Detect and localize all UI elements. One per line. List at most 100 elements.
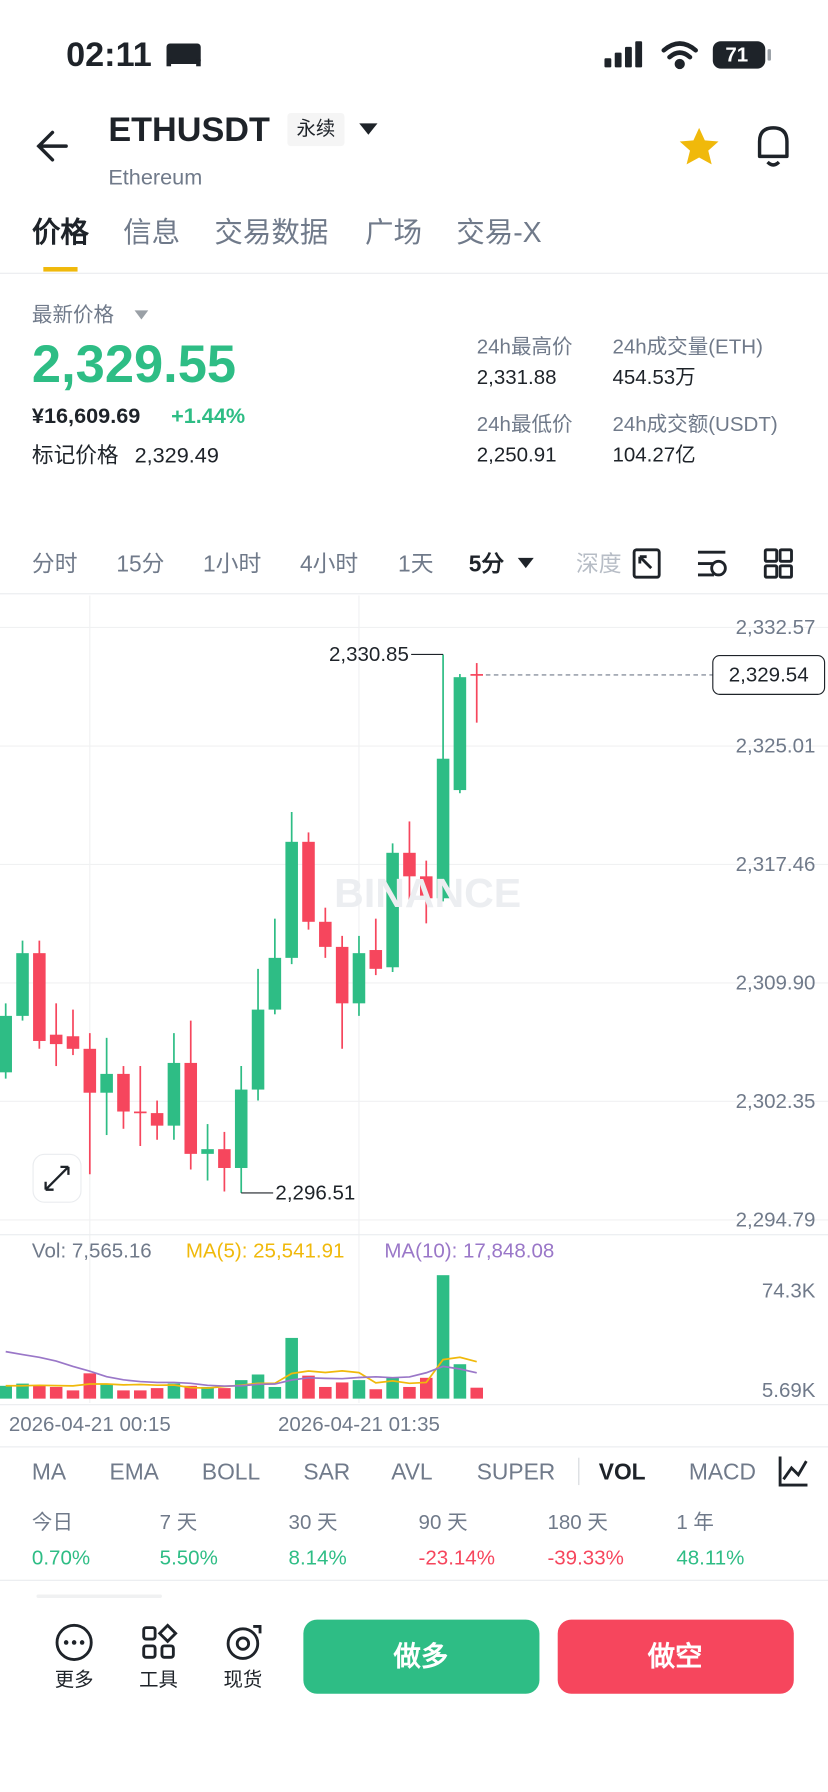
price-dropdown[interactable] — [134, 310, 149, 320]
alert-bell[interactable] — [757, 126, 789, 167]
back-button[interactable] — [36, 130, 68, 162]
tab[interactable]: 价格 — [32, 217, 90, 249]
indicator[interactable]: EMA — [109, 1458, 159, 1484]
interval-dropdown[interactable] — [517, 557, 534, 569]
indicator[interactable]: MA — [32, 1458, 67, 1484]
tab[interactable]: 信息 — [123, 217, 180, 249]
layout-icon[interactable] — [763, 548, 793, 579]
indicator[interactable]: AVL — [391, 1458, 432, 1484]
indicator[interactable]: SAR — [303, 1458, 350, 1484]
interval[interactable]: 深度 — [576, 551, 622, 577]
volume-bar — [285, 1337, 298, 1399]
indicator-settings[interactable] — [778, 1456, 808, 1487]
volume-bar — [33, 1385, 46, 1399]
period-change: 8.14% — [289, 1547, 347, 1570]
action-label[interactable]: 现货 — [224, 1669, 263, 1691]
candle-body — [319, 921, 332, 947]
interval[interactable]: 15分 — [116, 551, 164, 577]
more-icon[interactable] — [55, 1623, 93, 1661]
period-label: 1 年 — [676, 1511, 714, 1534]
stat-value: 2,331.88 — [477, 366, 557, 389]
divider — [0, 1579, 828, 1581]
volume-bar — [319, 1386, 332, 1399]
volume-bar — [49, 1386, 63, 1399]
period-change: 0.70% — [32, 1547, 90, 1570]
spot-icon[interactable] — [226, 1625, 262, 1660]
tab[interactable]: 广场 — [365, 217, 422, 249]
annotation-label: 2,330.85 — [329, 643, 409, 666]
watermark: BINANCE — [334, 870, 521, 916]
action-label[interactable]: 更多 — [55, 1669, 94, 1691]
volume-bar — [335, 1382, 349, 1399]
indicator[interactable]: SUPER — [477, 1458, 556, 1484]
stat-value: 454.53万 — [612, 366, 695, 389]
symbol-dropdown[interactable] — [359, 123, 378, 135]
long-label[interactable]: 做多 — [392, 1641, 448, 1672]
y-tick-label: 2,332.57 — [736, 616, 816, 639]
stat-label: 24h成交量(ETH) — [612, 335, 762, 358]
interval[interactable]: 分时 — [32, 551, 78, 577]
tab[interactable]: 交易数据 — [214, 217, 328, 249]
interval[interactable]: 1天 — [398, 551, 434, 577]
sleep-icon — [166, 43, 201, 67]
price-change: +1.44% — [171, 403, 245, 428]
candle-body — [134, 1111, 147, 1114]
indicator[interactable]: BOLL — [202, 1458, 260, 1484]
volume-bar — [436, 1275, 450, 1399]
interval[interactable]: 1小时 — [203, 551, 261, 577]
separator — [578, 1457, 580, 1486]
period-label: 30 天 — [289, 1511, 338, 1534]
candle-body — [150, 1113, 164, 1126]
divider — [0, 272, 828, 274]
interval[interactable]: 4小时 — [300, 551, 358, 577]
indicator[interactable]: MACD — [689, 1458, 756, 1484]
divider — [0, 1234, 828, 1236]
x-tick-label: 2026-04-21 01:35 — [278, 1413, 440, 1436]
battery — [712, 41, 766, 69]
candle-body — [83, 1048, 97, 1093]
candle-body — [419, 876, 433, 899]
stat-value: 2,250.91 — [477, 444, 557, 467]
x-tick-label: 2026-04-21 00:15 — [9, 1413, 171, 1436]
volume-bar — [352, 1380, 366, 1399]
annotation-label: 2,296.51 — [275, 1181, 355, 1204]
candle-body — [184, 1062, 198, 1154]
volume-tick-label: 74.3K — [762, 1280, 816, 1303]
action-label[interactable]: 工具 — [139, 1669, 178, 1691]
volume-bar — [117, 1390, 130, 1399]
candle-body — [234, 1089, 248, 1168]
period-change: -23.14% — [419, 1547, 495, 1570]
last-price: 2,329.55 — [32, 336, 236, 394]
volume-bar — [268, 1386, 282, 1399]
volume-bar — [134, 1390, 147, 1399]
divider — [0, 1446, 828, 1448]
indicator-active[interactable]: VOL — [599, 1458, 646, 1484]
tools-icon[interactable] — [142, 1623, 178, 1659]
candle-body — [403, 852, 416, 877]
y-tick-label: 2,302.35 — [736, 1090, 816, 1113]
y-tick-label: 2,317.46 — [736, 853, 816, 876]
short-label[interactable]: 做空 — [647, 1641, 703, 1672]
cny-price: ¥16,609.69 — [32, 403, 140, 428]
candle-body — [369, 950, 383, 969]
performance: 今日 0.70% 7 天 5.50% 30 天 8.14% 90 天 -23.14% 180 天… — [32, 1511, 744, 1569]
candle-body — [386, 852, 399, 968]
favorite-star[interactable] — [679, 127, 719, 165]
short-button[interactable] — [557, 1619, 794, 1694]
candle-body — [167, 1062, 181, 1126]
volume-bar — [16, 1383, 29, 1399]
volume-legend: Vol: 7,565.16 — [32, 1240, 152, 1263]
long-button[interactable] — [303, 1619, 540, 1694]
fullscreen-icon[interactable] — [632, 548, 661, 579]
candle-body — [251, 1009, 265, 1090]
handle — [36, 1594, 162, 1598]
candle-body — [302, 841, 315, 922]
candle-body — [117, 1073, 130, 1112]
tab[interactable]: 交易-X — [456, 217, 542, 249]
divider — [0, 1404, 828, 1406]
price-label: 最新价格 — [32, 303, 115, 326]
interval-active[interactable]: 5分 — [469, 551, 505, 577]
settings-icon[interactable] — [697, 550, 727, 577]
